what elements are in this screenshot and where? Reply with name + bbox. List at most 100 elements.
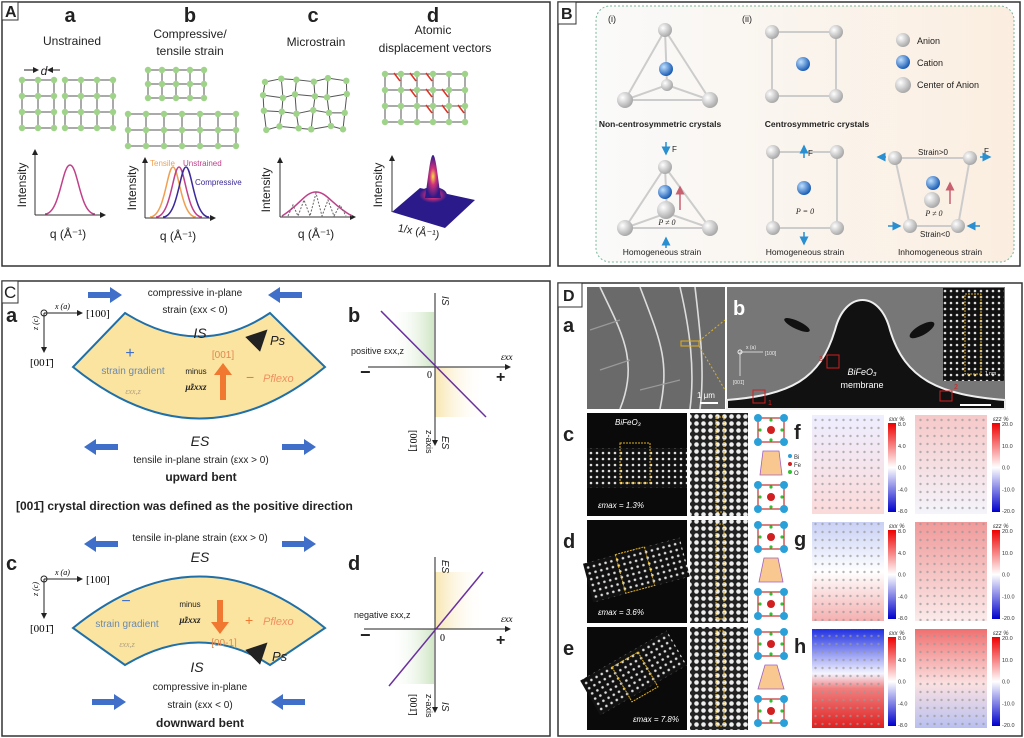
- panel-label-d: D: [563, 288, 575, 305]
- lattice-atom: [196, 142, 204, 150]
- direction-label: [001]: [212, 350, 234, 361]
- lattice-atom: [327, 122, 335, 130]
- lattice-atom: [158, 66, 166, 74]
- lattice-atom: [18, 76, 26, 84]
- lattice-atom: [93, 76, 101, 84]
- pflexo-label: Pflexo: [263, 373, 294, 385]
- colorbar-tick: 10.0: [1002, 444, 1013, 450]
- lattice-atom: [279, 94, 287, 102]
- lattice-atom: [259, 91, 267, 99]
- lattice-atom: [172, 66, 180, 74]
- roi-box: [614, 546, 656, 594]
- lattice-atom: [325, 109, 333, 117]
- lattice-atom: [278, 108, 286, 115]
- lattice-atom: [413, 102, 421, 110]
- lattice-atom: [61, 108, 69, 116]
- lattice-atom: [429, 102, 437, 110]
- lattice-band: [583, 537, 690, 603]
- plus-sign: +: [496, 369, 505, 386]
- ps-label: Ps: [272, 649, 288, 664]
- legend-swatch: [788, 462, 792, 466]
- inhomogeneous-trapezoid: [876, 151, 992, 233]
- top-label: IS: [439, 296, 450, 306]
- displacement-vector: [425, 104, 433, 114]
- legend-center: Center of Anion: [917, 80, 979, 90]
- map-letter: g: [794, 529, 806, 551]
- caption-centro: Centrosymmetric crystals: [765, 119, 870, 129]
- subpanel-label-i: (i): [608, 14, 616, 24]
- zoomed-stem-image: [690, 520, 748, 623]
- atom-positions: [812, 629, 884, 728]
- tensile-arrow-left: [84, 536, 118, 552]
- z-axis-label: z-axis: [424, 694, 434, 718]
- strain-row-e: e εmax = 7.8% h εxx %8.0 4.0 0.0 -4.0 -8.0 εzz %…: [563, 627, 1015, 730]
- displacement-vector: [457, 104, 465, 114]
- subpanel-letter: b: [733, 298, 745, 320]
- x-axis-label: q (Å⁻¹): [160, 228, 196, 243]
- colorbar-tick: 8.0: [898, 529, 906, 535]
- sem-image: 1 μm: [587, 286, 726, 410]
- subpanel-letter: d: [563, 531, 575, 553]
- lattice-atom: [261, 78, 269, 86]
- center-of-anion-icon: [895, 77, 911, 93]
- tem-image: b BiFeO₃ membrane x (a) [100] [001̄] 1 2…: [726, 287, 1006, 410]
- lattice-atom: [445, 86, 453, 94]
- lattice-atom: [445, 118, 453, 126]
- inner-surface-label: IS: [190, 659, 204, 675]
- colorbar-tick: -4.0: [898, 487, 907, 493]
- displacement-vector: [441, 104, 449, 114]
- colorbar-tick: 4.0: [898, 551, 906, 557]
- lattice-atom: [232, 110, 240, 118]
- lattice-atom: [124, 142, 132, 150]
- flexo-arrow-down: [211, 600, 229, 634]
- lattice-atom: [413, 70, 421, 78]
- minus-label: minus: [179, 600, 200, 609]
- lattice-atom: [61, 76, 69, 84]
- surface-plane: [392, 188, 475, 228]
- y-axis-label: Intensity: [125, 166, 139, 211]
- lattice-atom: [61, 92, 69, 100]
- panel-label-a: A: [5, 4, 17, 21]
- tensile-curve: [149, 166, 197, 218]
- lattice-atom: [144, 80, 152, 88]
- y-axis-label: Intensity: [371, 163, 385, 208]
- lattice-atom: [260, 107, 268, 114]
- plot-c: Intensity q (Å⁻¹): [259, 157, 356, 241]
- pflexo-sign: +: [245, 612, 253, 628]
- displacement-vector: [425, 72, 433, 82]
- x-axis-label: εxx: [501, 352, 513, 362]
- z-direction: [001̄]: [30, 357, 54, 369]
- lattice-atom: [461, 70, 469, 78]
- subpanel-title: Compressive/: [153, 27, 227, 41]
- lattice-atom: [397, 118, 405, 126]
- y-axis-label: Intensity: [259, 168, 273, 213]
- caption-inhomogeneous: Inhomogeneous strain: [898, 247, 982, 257]
- lattice-atom: [263, 126, 270, 134]
- colorbar-tick: -8.0: [898, 616, 907, 622]
- minus-label: minus: [185, 367, 206, 376]
- scale-label: 1 μm: [697, 391, 715, 400]
- colorbar-tick: 20.0: [1002, 529, 1013, 535]
- colorbar: [992, 423, 1000, 512]
- lattice-atom: [445, 70, 453, 78]
- lattice-atom: [50, 124, 58, 132]
- colorbar-tick: 20.0: [1002, 636, 1013, 642]
- spacing-label: d: [41, 64, 48, 78]
- lattice-atom: [311, 93, 319, 100]
- lattice-atom: [50, 92, 58, 100]
- lattice-atom: [200, 66, 208, 74]
- gradient-label: strain gradient: [101, 366, 165, 377]
- colorbar-tick: 0.0: [1002, 466, 1010, 472]
- lattice-atom: [18, 108, 26, 116]
- panel-d: D a 1 μm b BiFeO₃ membrane x (a) [100] […: [557, 282, 1023, 737]
- lattice-atom: [109, 124, 117, 132]
- lattice-atom: [310, 106, 317, 114]
- lattice-atom: [214, 126, 222, 134]
- spacing-marker: d: [24, 64, 60, 78]
- gradient-line: [380, 310, 487, 418]
- colorbar: [888, 530, 896, 619]
- colorbar-tick: -10.0: [1002, 701, 1015, 707]
- bottom-label: IS: [439, 702, 450, 712]
- subpanel-letter: a: [6, 305, 18, 327]
- lattice-bond: [326, 78, 329, 98]
